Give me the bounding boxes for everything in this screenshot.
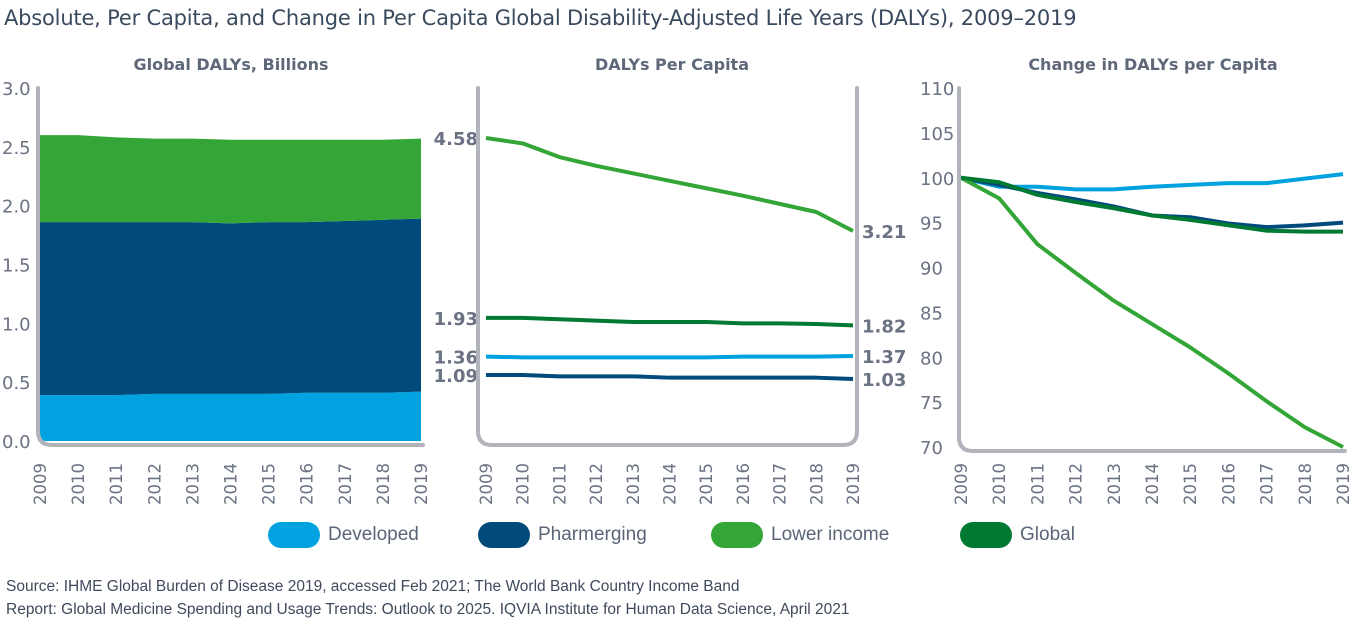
x-tick-label: 2017: [336, 463, 355, 505]
panel-title: Change in DALYs per Capita: [1028, 55, 1277, 74]
line-lower-income: [485, 136, 854, 233]
end-value-label: 3.21: [862, 222, 906, 243]
end-value-label: 1.03: [862, 370, 906, 391]
y-tick-label: 110: [920, 79, 954, 100]
line-global: [960, 175, 1343, 234]
legend-item-lower-income: Lower income: [711, 522, 889, 548]
legend-swatch-developed: [268, 522, 320, 548]
legend-item-pharmerging: Pharmerging: [478, 522, 647, 548]
y-tick-label: 85: [920, 303, 943, 324]
y-tick-label: 95: [920, 214, 943, 235]
x-tick-label: 2012: [1067, 463, 1086, 505]
y-tick-label: 2.5: [2, 138, 31, 159]
x-tick-label: 2009: [952, 463, 971, 505]
legend: Developed Pharmerging Lower income Globa…: [0, 522, 1352, 550]
y-tick-label: 0.0: [2, 432, 31, 453]
x-tick-label: 2016: [298, 463, 317, 505]
x-tick-label: 2010: [69, 463, 88, 505]
y-tick-label: 100: [920, 169, 954, 190]
line-developed: [485, 353, 854, 360]
x-tick-label: 2018: [1296, 463, 1315, 505]
chart-panel-dalys-per-capita: DALYs Per Capita 2009 2010 2011 2012 2013 2014…: [434, 55, 907, 505]
line-developed: [960, 172, 1344, 192]
x-tick-label: 2010: [514, 463, 533, 505]
chart-panel-global-dalys-billions: Global DALYs, Billions 0.0 0.5 1.0 1.5 2.0 2.5…: [2, 55, 431, 505]
x-tick-label: 2016: [734, 463, 753, 505]
x-tick-label: 2019: [844, 463, 863, 505]
legend-swatch-global: [960, 522, 1012, 548]
legend-swatch-lower-income: [711, 522, 763, 548]
line-pharmerging: [486, 372, 854, 382]
y-tick-label: 1.5: [2, 256, 31, 277]
report-note: Report: Global Medicine Spending and Usa…: [6, 601, 850, 618]
x-tick-label: 2015: [697, 463, 716, 505]
y-tick-label: 2.0: [2, 197, 31, 218]
end-value-label: 1.82: [862, 316, 906, 337]
axis-frame: [476, 86, 859, 447]
x-tick-label: 2009: [477, 463, 496, 505]
y-tick-label: 70: [920, 438, 943, 459]
axis-frame: [36, 86, 425, 447]
panel-title: DALYs Per Capita: [595, 55, 749, 74]
legend-swatch-pharmerging: [478, 522, 530, 548]
y-tick-label: 105: [920, 124, 954, 145]
area-pharmerging: [40, 218, 421, 396]
start-value-label: 1.36: [434, 348, 478, 369]
x-tick-label: 2014: [1143, 463, 1162, 505]
x-tick-label: 2019: [412, 463, 431, 505]
x-tick-label: 2011: [550, 463, 569, 505]
x-tick-label: 2017: [1258, 463, 1277, 505]
x-tick-label: 2012: [587, 463, 606, 505]
line-lower-income: [960, 175, 1344, 449]
y-tick-label: 0.5: [2, 373, 31, 394]
source-note: Source: IHME Global Burden of Disease 20…: [6, 578, 740, 595]
x-tick-label: 2013: [1105, 463, 1124, 505]
start-value-label: 1.09: [434, 366, 478, 387]
area-lower-income: [40, 135, 421, 224]
charts-canvas: Global DALYs, Billions 0.0 0.5 1.0 1.5 2.0 2.5…: [2, 55, 1352, 505]
legend-label-pharmerging: Pharmerging: [538, 524, 647, 545]
end-value-label: 1.37: [862, 347, 906, 368]
legend-item-global: Global: [960, 522, 1075, 548]
legend-item-developed: Developed: [268, 522, 419, 548]
x-tick-label: 2016: [1219, 463, 1238, 505]
x-tick-label: 2018: [374, 463, 393, 505]
y-tick-label: 80: [920, 348, 943, 369]
start-value-label: 4.58: [434, 129, 478, 150]
y-tick-label: 90: [920, 259, 943, 280]
x-tick-label: 2014: [222, 463, 241, 505]
x-tick-label: 2015: [1181, 463, 1200, 505]
line-global: [486, 315, 854, 328]
x-tick-label: 2012: [145, 463, 164, 505]
y-tick-label: 3.0: [2, 79, 31, 100]
x-tick-label: 2015: [260, 463, 279, 505]
x-tick-label: 2009: [31, 463, 50, 505]
chart-panel-change-in-dalys-per-capita: Change in DALYs per Capita 70 75 80 85 90 95 10…: [920, 55, 1352, 505]
x-tick-label: 2018: [807, 463, 826, 505]
axis-frame: [957, 86, 1347, 453]
legend-label-global: Global: [1020, 524, 1075, 545]
x-tick-label: 2010: [990, 463, 1009, 505]
legend-label-developed: Developed: [328, 524, 419, 545]
panel-title: Global DALYs, Billions: [133, 55, 328, 74]
x-tick-label: 2011: [1028, 463, 1047, 505]
x-tick-label: 2019: [1334, 463, 1352, 505]
x-tick-label: 2014: [661, 463, 680, 505]
y-tick-label: 75: [920, 393, 943, 414]
x-tick-label: 2013: [624, 463, 643, 505]
area-developed: [40, 391, 421, 441]
start-value-label: 1.93: [434, 309, 478, 330]
x-tick-label: 2011: [107, 463, 126, 505]
y-tick-label: 1.0: [2, 314, 31, 335]
figure-title: Absolute, Per Capita, and Change in Per …: [4, 6, 1077, 30]
legend-label-lower-income: Lower income: [771, 524, 890, 545]
x-tick-label: 2013: [183, 463, 202, 505]
x-tick-label: 2017: [771, 463, 790, 505]
